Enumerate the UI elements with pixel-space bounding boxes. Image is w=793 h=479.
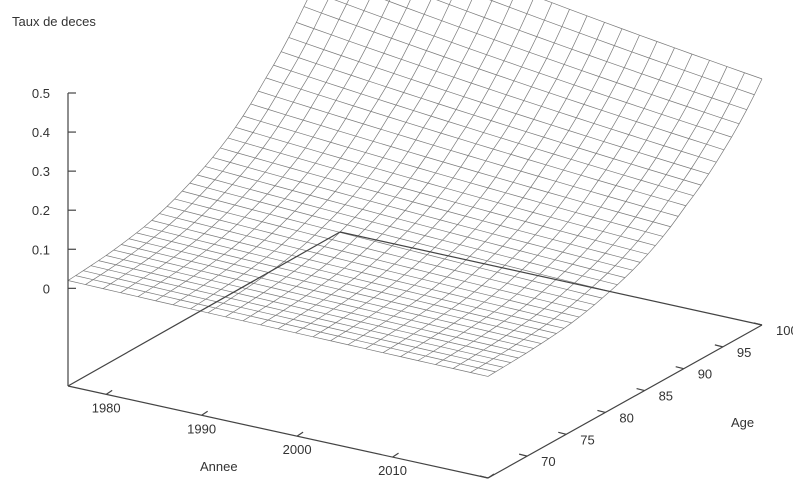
z-axis-title: Taux de deces <box>12 14 96 29</box>
mesh-line-age <box>189 182 610 292</box>
x-tick-mark <box>296 431 304 437</box>
ticks: 00.10.20.30.40.5198019902000201020206570… <box>32 86 793 479</box>
mesh-line-age <box>543 0 763 80</box>
y-tick-mark <box>675 366 684 370</box>
x-tick-label: 2010 <box>378 463 407 478</box>
mesh-line-age <box>303 6 725 151</box>
x-tick-label: 1990 <box>187 421 216 436</box>
mesh-line-age <box>166 206 588 312</box>
mesh-line-age <box>113 249 534 349</box>
mesh-line-age <box>151 220 572 324</box>
mesh-line-age <box>67 280 489 377</box>
mesh-line-age <box>182 190 603 299</box>
mesh-line-age <box>197 174 618 286</box>
mesh-line-age <box>121 244 542 344</box>
mesh-line-age <box>235 126 656 246</box>
y-tick-mark <box>518 453 528 457</box>
mesh-line-age <box>296 22 717 163</box>
mesh-line-age <box>136 232 557 334</box>
y-tick-label: 100 <box>776 323 793 338</box>
surface-mesh <box>67 0 763 377</box>
mesh-line-age <box>90 265 511 363</box>
mesh-line-age <box>220 147 641 263</box>
mesh-line-age <box>242 115 664 237</box>
y-tick-label: 65 <box>502 476 516 479</box>
z-tick-label: 0.2 <box>32 203 50 218</box>
y-axis-line <box>487 324 763 479</box>
x-tick-label: 2000 <box>283 442 312 457</box>
x-tick-mark <box>105 389 113 395</box>
x-axis-title: Annee <box>200 459 238 474</box>
mesh-line-age <box>105 255 527 354</box>
mesh-line-age <box>174 198 595 306</box>
mesh-line-age <box>212 157 633 271</box>
mesh-line-age <box>273 64 694 197</box>
y-tick-mark <box>479 475 489 479</box>
y-tick-label: 70 <box>541 454 555 469</box>
mesh-line-age <box>144 226 565 329</box>
y-tick-label: 95 <box>737 345 751 360</box>
x-tick-mark <box>201 410 208 416</box>
y-axis-title: Age <box>731 415 754 430</box>
y-tick-mark <box>636 387 645 392</box>
mesh-line-age <box>128 238 549 339</box>
y-tick-mark <box>558 431 567 435</box>
mesh-line-age <box>489 0 755 96</box>
mesh-line-age <box>227 137 648 255</box>
x-tick-label: 1980 <box>92 400 121 415</box>
y-tick-label: 75 <box>580 432 594 447</box>
y-tick-label: 85 <box>659 389 673 404</box>
mesh-line-age <box>265 77 686 207</box>
mesh-line-age <box>436 0 747 111</box>
x-tick-mark <box>487 473 495 479</box>
mesh-line-age <box>280 51 702 186</box>
back-y-axis-line <box>339 231 763 326</box>
mesh-line-age <box>258 90 679 217</box>
y-tick-mark <box>597 409 606 414</box>
axes <box>67 93 763 479</box>
z-tick-label: 0.1 <box>32 242 50 257</box>
mesh-line-age <box>250 103 671 228</box>
mesh-line-age <box>98 260 519 359</box>
mesh-line-age <box>83 270 504 368</box>
back-x-axis-line <box>67 231 341 387</box>
mesh-line-age <box>384 0 740 125</box>
z-tick-label: 0.4 <box>32 125 50 140</box>
mesh-line-age <box>204 166 626 278</box>
mesh-line-age <box>159 213 580 318</box>
mesh-line-age <box>288 37 709 175</box>
y-tick-label: 80 <box>619 410 633 425</box>
y-tick-mark <box>753 322 763 326</box>
surface-fill <box>68 0 762 377</box>
y-tick-label: 90 <box>698 367 712 382</box>
z-tick-label: 0.5 <box>32 86 50 101</box>
x-tick-mark <box>392 452 399 458</box>
mesh-line-age <box>334 0 732 138</box>
z-tick-label: 0 <box>43 281 50 296</box>
mesh-line-age <box>75 275 496 373</box>
y-tick-mark <box>714 344 724 348</box>
x-axis-line <box>67 385 489 479</box>
z-tick-label: 0.3 <box>32 164 50 179</box>
